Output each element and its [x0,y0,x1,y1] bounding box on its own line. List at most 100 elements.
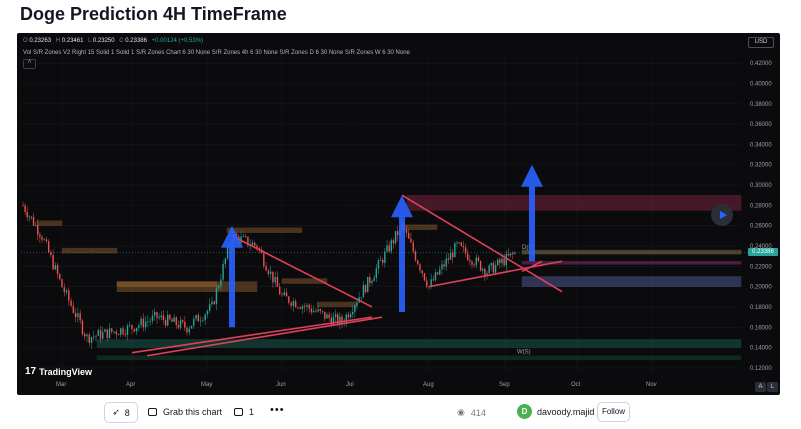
candle-body [79,313,81,321]
candle-body [369,276,371,284]
comment-count: 1 [249,407,255,417]
candle-body [26,211,28,218]
candle-body [423,273,426,281]
candle-body [72,305,75,313]
change-value: +0.00124 (+0.53%) [151,38,204,44]
candle-body [281,294,283,296]
author-name[interactable]: davoody.majid [537,407,595,417]
candle-body [488,265,490,274]
candle-body [256,245,258,249]
candle-body [417,260,419,265]
indicator-legend[interactable]: Vol S/R Zones V2 Right 15 Solid 1 Solid … [23,50,410,56]
candle-body [445,258,447,267]
candle-body [120,328,122,335]
sr-zone [521,261,742,265]
price-tick-label: 0.40000 [750,81,772,87]
candle-body [379,259,382,261]
candle-body [45,239,48,242]
candle-body [144,321,147,328]
candle-body [93,336,95,338]
auto-scale-button[interactable]: A [755,382,766,392]
comments-button[interactable]: 1 [234,407,254,417]
arrow-up-icon [521,164,543,262]
candle-body [394,231,397,244]
candle-body [503,258,505,266]
candle-body [184,321,186,328]
candle-body [384,251,386,263]
candle-body [263,253,265,266]
play-icon [719,211,727,219]
candle-body [104,329,106,332]
sr-box [36,220,63,226]
log-scale-button[interactable]: L [767,382,778,392]
follow-button[interactable]: Follow [597,402,630,422]
candle-body [490,262,492,266]
low-label: L [88,38,92,44]
candle-body [22,205,24,207]
currency-button[interactable]: USD [748,37,774,48]
candle-body [492,262,495,273]
candle-body [332,316,335,325]
candle-body [65,290,68,293]
candle-body [512,253,514,255]
candle-body [497,259,499,265]
candle-body [274,276,276,283]
price-chart[interactable]: 0.42000 0.40000 0.38000 0.36000 0.34000 0.320… [17,33,780,395]
candle-body [283,292,285,296]
candle-body [106,329,108,338]
candle-body [269,271,272,275]
time-tick-label: Nov [646,382,657,388]
price-tick-label: 0.26000 [750,224,772,230]
candle-body [179,320,182,328]
candle-body [124,334,126,335]
candle-body [279,286,281,295]
candle-body [467,253,469,261]
avatar[interactable]: D [517,404,532,419]
page-title: Doge Prediction 4H TimeFrame [20,4,287,24]
more-button[interactable]: ••• [270,404,285,416]
candle-body [290,302,292,306]
low-value: 0.23250 [92,38,115,44]
candle-body [390,240,392,252]
candle-body [156,312,158,318]
candle-body [90,337,93,343]
time-tick-label: Jul [346,382,354,388]
candle-body [405,230,408,233]
candle-body [462,245,465,248]
price-tick-label: 0.24000 [750,244,772,250]
price-tick-label: 0.38000 [750,102,772,108]
candle-body [182,320,184,322]
candle-body [138,325,140,328]
sr-box [226,227,303,233]
candle-body [37,224,39,235]
candle-body [339,316,341,325]
candle-body [494,264,497,273]
play-button[interactable] [711,204,733,226]
time-tick-label: Oct [571,382,581,388]
price-tick-label: 0.42000 [750,61,772,67]
ohlc-readout: O 0.23263 H 0.23461 L 0.23250 C 0.23386 … [23,38,203,44]
boost-button[interactable]: ➶ 8 [104,402,138,423]
candle-body [410,238,412,243]
candle-body [28,216,31,218]
price-tick-label: 0.12000 [750,366,772,372]
candle-body [345,314,347,323]
candle-body [251,242,254,246]
candle-body [414,251,417,261]
candle-body [292,301,295,306]
sr-box [281,278,328,284]
collapse-legend-button[interactable]: ^ [23,59,36,69]
trendline [131,316,373,354]
open-label: O [23,38,28,44]
candle-body [56,265,59,275]
candle-body [471,261,473,265]
candle-body [117,334,120,335]
candle-body [315,310,317,312]
tradingview-logo[interactable]: 17 TradingView [25,366,92,377]
grab-chart-button[interactable]: Grab this chart [148,407,222,417]
candle-body [34,224,37,226]
chart-panel[interactable]: 0.42000 0.40000 0.38000 0.36000 0.34000 0.320… [17,33,780,395]
candle-body [294,301,297,308]
candle-body [99,330,102,339]
